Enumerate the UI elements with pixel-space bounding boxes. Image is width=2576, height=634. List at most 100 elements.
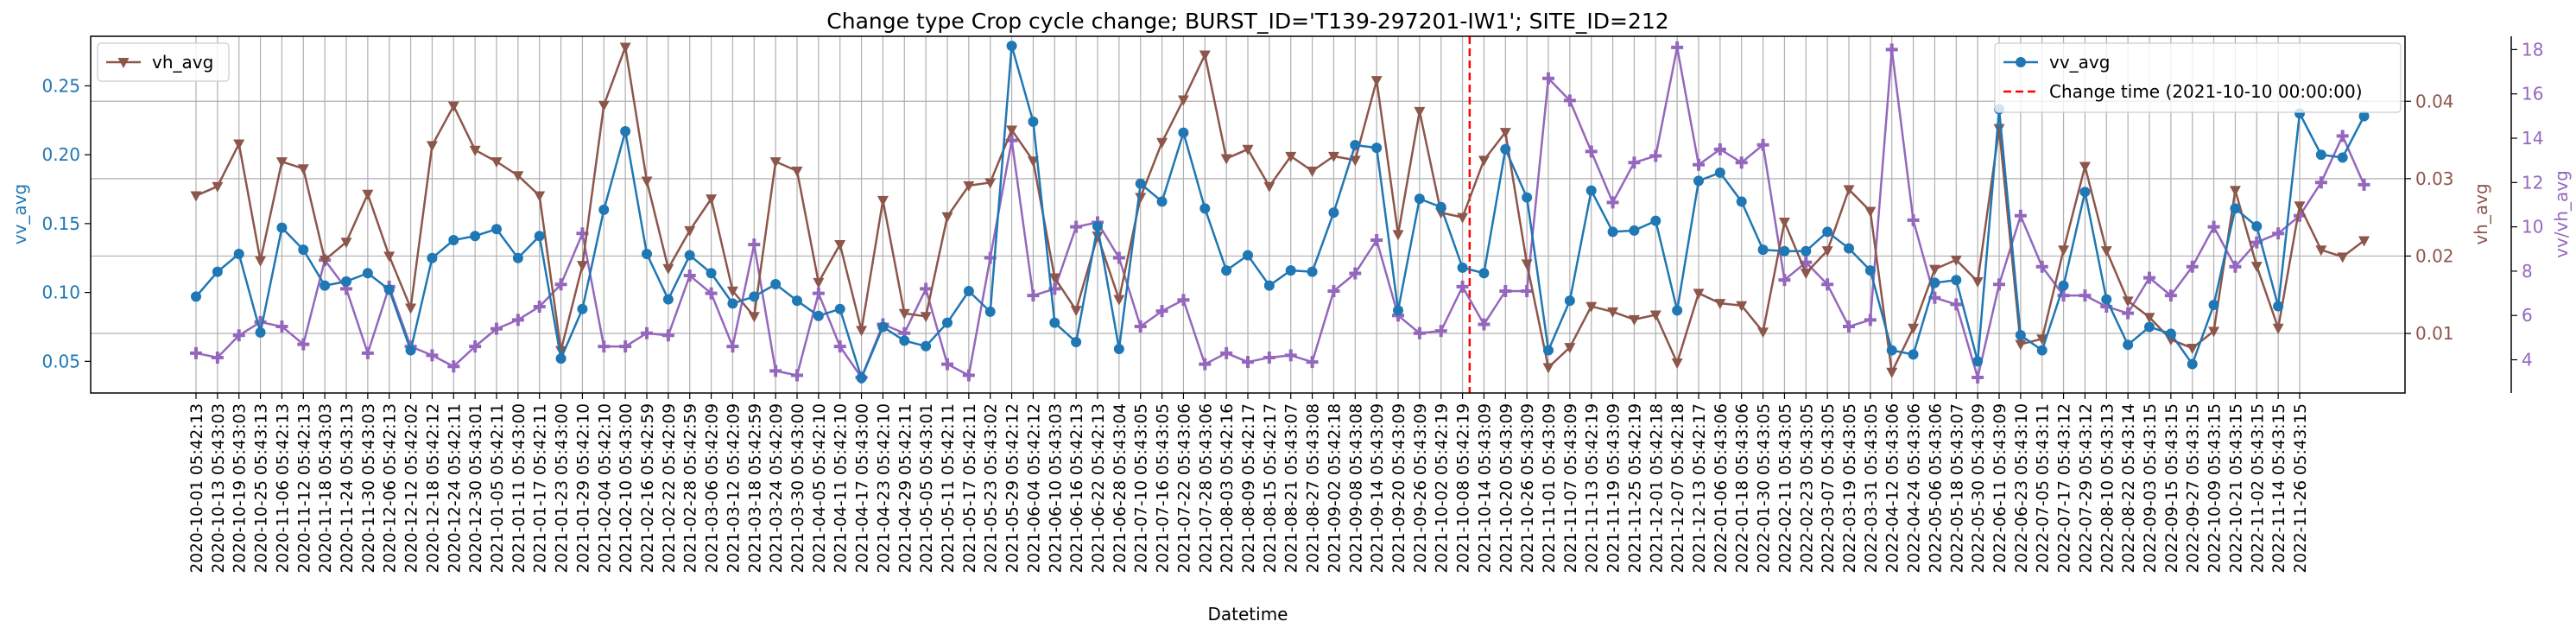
chart-title: Change type Crop cycle change; BURST_ID=…: [826, 9, 1668, 34]
x-tick-label: 2022-11-14 05:43:15: [2270, 403, 2288, 573]
data-point: [1242, 144, 1254, 155]
data-point: [2272, 323, 2284, 334]
y-axis-label-right-ratio: vv/vh_avg: [2551, 170, 2572, 258]
data-point: [2079, 162, 2091, 173]
data-point: [1606, 196, 1619, 209]
data-point: [1543, 345, 1554, 356]
data-point: [1950, 255, 1962, 266]
data-point: [1177, 95, 1189, 106]
data-point: [2036, 345, 2048, 356]
x-tick-label: 2021-06-28 05:43:04: [1111, 403, 1130, 573]
y-tick-label-right-vh: 0.02: [2415, 245, 2454, 266]
data-point: [1457, 212, 1469, 224]
x-tick-label: 2021-10-14 05:43:09: [1476, 403, 1494, 573]
x-tick-label: 2022-02-23 05:43:05: [1798, 403, 1816, 573]
x-tick-label: 2021-04-11 05:42:10: [832, 403, 851, 573]
x-tick-label: 2021-06-04 05:42:12: [1025, 403, 1043, 573]
legend-label: Change time (2021-10-10 00:00:00): [2049, 81, 2363, 102]
data-point: [706, 268, 717, 279]
data-point: [2250, 262, 2263, 273]
data-point: [2229, 260, 2242, 273]
data-point: [1307, 266, 1318, 277]
x-tick-label: 2021-06-10 05:43:03: [1047, 403, 1065, 573]
data-point: [1993, 278, 2005, 291]
x-tick-label: 2022-10-21 05:43:15: [2227, 403, 2245, 573]
x-tick-label: 2022-10-09 05:43:15: [2206, 403, 2225, 573]
data-point: [963, 181, 975, 192]
x-tick-label: 2022-07-17 05:43:12: [2056, 403, 2074, 573]
data-point: [1542, 72, 1554, 85]
y-tick-label-left: 0.15: [41, 213, 80, 234]
data-point: [255, 327, 266, 338]
data-point: [2208, 299, 2219, 310]
x-tick-label: 2022-08-10 05:43:13: [2098, 403, 2117, 573]
x-tick-label: 2021-01-11 05:43:00: [510, 403, 528, 573]
data-point: [727, 298, 738, 309]
data-point: [921, 340, 932, 352]
data-point: [2272, 227, 2285, 240]
data-point: [2358, 236, 2370, 247]
data-point: [1263, 181, 1275, 193]
data-point: [1135, 178, 1146, 189]
y-tick-label-left: 0.05: [41, 351, 80, 371]
data-point: [1071, 337, 1082, 347]
data-point: [361, 346, 374, 359]
data-point: [2079, 289, 2092, 302]
legend-right: vv_avg Change time (2021-10-10 00:00:00): [1994, 42, 2402, 113]
data-point: [447, 360, 460, 373]
y-tick-label-right-ratio: 14: [2522, 128, 2543, 149]
x-tick-label: 2020-10-01 05:42:13: [188, 403, 206, 573]
data-point: [1284, 349, 1297, 362]
data-point: [533, 300, 546, 313]
x-tick-label: 2022-07-05 05:43:11: [2035, 403, 2053, 573]
data-point: [1350, 139, 1361, 150]
data-point: [1671, 41, 1684, 54]
legend-swatch-marker: [2016, 57, 2026, 67]
data-point: [1048, 273, 1060, 284]
x-tick-label: 2021-07-16 05:43:05: [1155, 403, 1173, 573]
data-point: [2122, 307, 2135, 320]
data-point: [899, 335, 910, 346]
data-point: [2164, 289, 2177, 302]
data-point: [941, 358, 953, 371]
legend-left-box: [97, 42, 230, 82]
data-point: [1092, 221, 1103, 232]
data-point: [2035, 260, 2048, 273]
data-point: [426, 141, 438, 152]
x-tick-label: 2021-02-04 05:42:10: [596, 403, 614, 573]
legend-left: vh_avg: [97, 42, 230, 82]
data-point: [2314, 176, 2327, 189]
data-point: [1327, 151, 1339, 162]
data-point: [1649, 310, 1661, 321]
data-point: [1607, 307, 1619, 318]
series-layer: [190, 41, 2370, 384]
x-tick-label: 2021-06-16 05:42:13: [1068, 403, 1086, 573]
data-point: [1370, 234, 1383, 246]
y-tick-label-right-ratio: 12: [2522, 172, 2543, 193]
data-point: [1307, 166, 1319, 177]
data-point: [812, 287, 825, 300]
x-tick-label: 2022-01-30 05:43:05: [1756, 403, 1774, 573]
x-tick-label: 2020-10-19 05:43:03: [231, 403, 250, 573]
data-point: [1693, 158, 1705, 171]
data-point: [2100, 246, 2112, 257]
data-point: [2123, 339, 2134, 351]
data-point: [362, 189, 374, 200]
data-point: [2358, 178, 2370, 191]
data-point: [254, 315, 267, 328]
data-point: [2186, 260, 2199, 273]
data-point: [1563, 94, 1576, 107]
data-point: [856, 326, 868, 337]
data-point: [2187, 358, 2198, 370]
x-tick-label: 2020-11-06 05:42:13: [274, 403, 292, 573]
x-tick-label: 2021-10-26 05:43:09: [1519, 403, 1537, 573]
data-point: [877, 195, 889, 206]
data-point: [834, 303, 845, 314]
data-point: [1220, 346, 1233, 359]
data-point: [1951, 275, 1962, 286]
data-point: [534, 191, 546, 202]
data-point: [1671, 358, 1683, 370]
data-point: [2315, 245, 2327, 257]
data-point: [661, 329, 674, 342]
x-tick-label: 2020-12-18 05:42:12: [424, 403, 442, 573]
